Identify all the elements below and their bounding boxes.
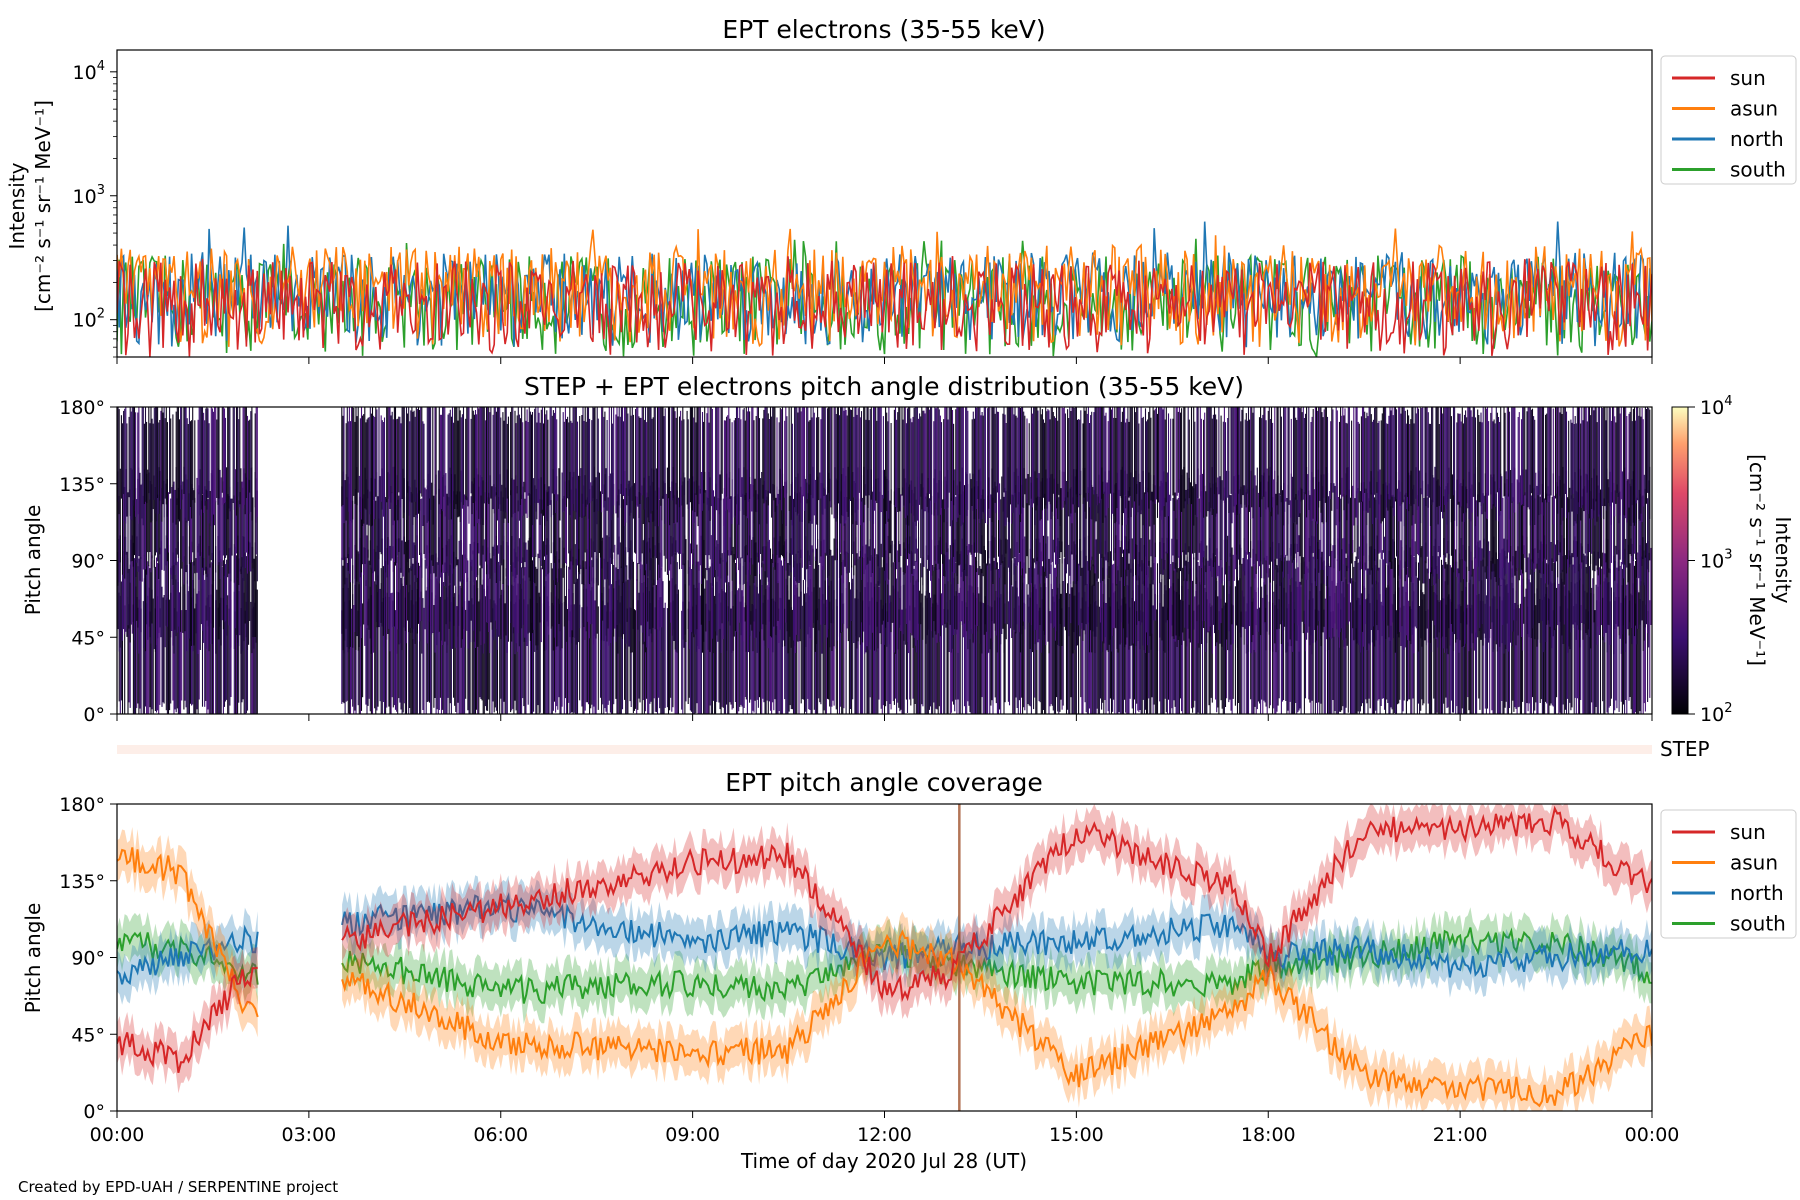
panel2-ylabel: Pitch angle — [21, 505, 45, 616]
step-label: STEP — [1660, 737, 1710, 761]
series-north-line — [117, 924, 259, 986]
x-axis-label: Time of day 2020 Jul 28 (UT) — [740, 1149, 1027, 1173]
colorbar-tick-label: 104 — [1700, 394, 1732, 419]
ytick-label: 0° — [83, 1101, 105, 1123]
xtick-label: 21:00 — [1433, 1124, 1488, 1146]
series-sun-band — [117, 947, 258, 1094]
colorbar-tick-label: 103 — [1700, 548, 1732, 573]
legend-label-south: south — [1730, 158, 1786, 182]
panel-step-strip: STEP — [117, 737, 1710, 761]
series-asun-line — [117, 228, 1652, 348]
xtick-label: 00:00 — [1625, 1124, 1680, 1146]
series-south-line — [117, 931, 259, 985]
panel3-legend: sun asun north south — [1660, 809, 1797, 939]
panel3-title: EPT pitch angle coverage — [725, 768, 1043, 797]
legend-label-south: south — [1730, 912, 1786, 936]
ytick-label: 135° — [59, 474, 105, 496]
ytick-label: 90° — [71, 948, 105, 970]
panel1-legend: sun asun north south — [1660, 55, 1797, 185]
series-sun-line — [117, 966, 258, 1074]
series-asun-band — [117, 827, 258, 1038]
step-strip — [117, 745, 1652, 754]
panel2-xaxis-ticks — [116, 714, 1653, 721]
ytick-label: 45° — [71, 1024, 105, 1046]
ytick-label: 102 — [73, 307, 105, 332]
series-north-band — [342, 875, 1652, 998]
ytick-label: 90° — [71, 551, 105, 573]
panel1-plot — [117, 221, 1652, 357]
xtick-label: 06:00 — [473, 1124, 528, 1146]
panel1-yunits: [cm⁻² s⁻¹ sr⁻¹ MeV⁻¹] — [31, 100, 55, 312]
legend-label-asun: asun — [1730, 851, 1778, 875]
colorbar-label: Intensity — [1771, 516, 1795, 603]
panel2-heatmap — [117, 407, 1652, 714]
xtick-label: 09:00 — [665, 1124, 720, 1146]
ytick-label: 104 — [73, 59, 105, 84]
xtick-label: 00:00 — [90, 1124, 145, 1146]
panel3-yaxis: 0° 45° 90° 135° 180° — [59, 794, 117, 1123]
ytick-label: 103 — [73, 183, 105, 208]
legend-label-north: north — [1730, 127, 1784, 151]
legend-box — [1660, 55, 1797, 185]
ytick-label: 45° — [71, 627, 105, 649]
panel-intensity: EPT electrons (35-55 keV) 102 103 104 Inte… — [5, 15, 1797, 364]
colorbar-tick-label: 102 — [1700, 701, 1732, 726]
ytick-label: 180° — [59, 794, 105, 816]
series-north-line — [341, 892, 1652, 978]
xtick-label: 15:00 — [1049, 1124, 1104, 1146]
colorbar-units: [cm⁻² s⁻¹ sr⁻¹ MeV⁻¹] — [1745, 454, 1769, 666]
colorbar — [1671, 406, 1689, 715]
xtick-label: 12:00 — [857, 1124, 912, 1146]
series-asun-line — [117, 847, 259, 1018]
xtick-label: 03:00 — [281, 1124, 336, 1146]
footer-credit: Created by EPD-UAH / SERPENTINE project — [18, 1178, 338, 1196]
panel3-xaxis: 00:00 03:00 06:00 09:00 12:00 15:00 18:00 21:00… — [90, 1111, 1680, 1146]
panel3-ylabel: Pitch angle — [21, 903, 45, 1014]
colorbar-ticks: 102 103 104 — [1688, 394, 1732, 726]
series-sun-line — [341, 805, 1652, 1003]
series-asun-band — [342, 911, 1652, 1111]
panel1-title: EPT electrons (35-55 keV) — [722, 15, 1045, 44]
panel2-title: STEP + EPT electrons pitch angle distrib… — [524, 372, 1244, 401]
panel-pitch-angle-distribution: STEP + EPT electrons pitch angle distrib… — [21, 372, 1795, 726]
series-sun-line — [117, 256, 1652, 357]
legend-label-north: north — [1730, 881, 1784, 905]
legend-label-asun: asun — [1730, 97, 1778, 121]
series-asun-line — [341, 929, 1652, 1108]
legend-label-sun: sun — [1730, 820, 1766, 844]
ytick-label: 0° — [83, 704, 105, 726]
xtick-label: 18:00 — [1241, 1124, 1296, 1146]
ytick-label: 135° — [59, 871, 105, 893]
panel1-xaxis-ticks — [116, 357, 1653, 364]
panel2-yaxis: 0° 45° 90° 135° 180° — [59, 397, 117, 726]
panel1-yaxis: 102 103 104 — [73, 59, 117, 358]
series-sun-band — [342, 804, 1652, 1019]
panel3-plot — [117, 804, 1652, 1111]
legend-label-sun: sun — [1730, 66, 1766, 90]
panel-pitch-angle-coverage: EPT pitch angle coverage 0° 45° 90° 135° 180… — [21, 768, 1797, 1173]
series-south-line — [341, 927, 1652, 1004]
panel1-ylabel: Intensity — [5, 162, 29, 249]
ytick-label: 180° — [59, 397, 105, 419]
legend-box — [1660, 809, 1797, 939]
